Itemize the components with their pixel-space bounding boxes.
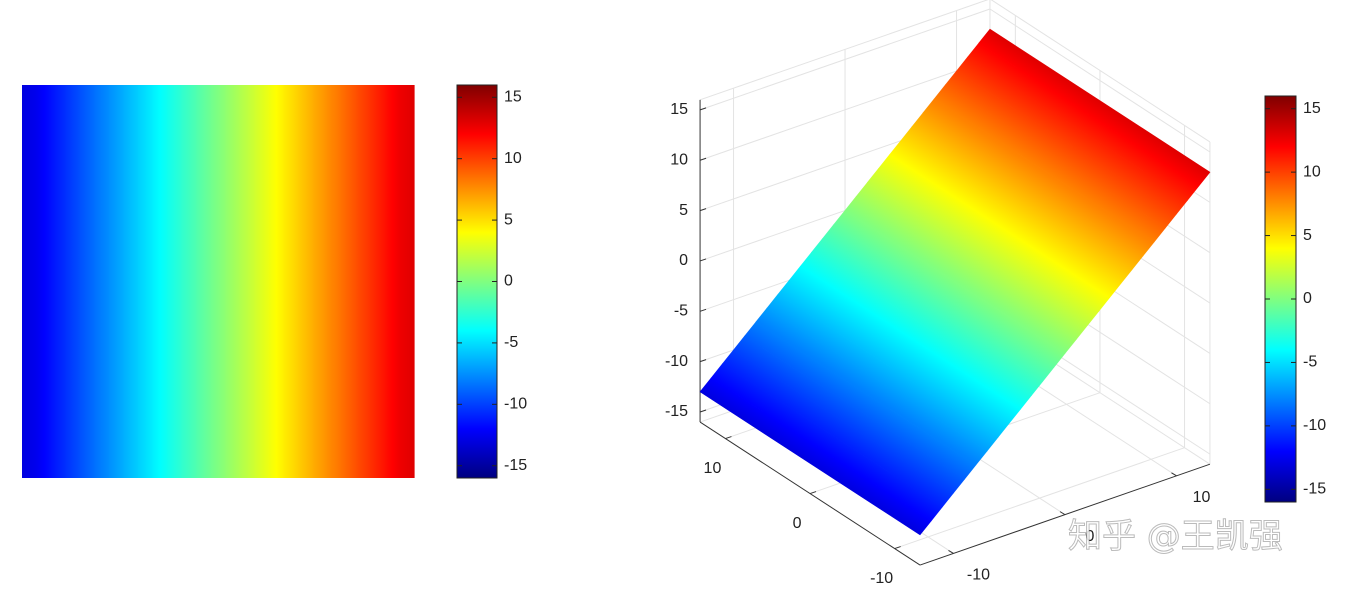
colorbar-tick-label: -15 (504, 457, 527, 474)
colorbar-tick-label: 5 (1303, 227, 1312, 244)
x-tick (1059, 511, 1066, 516)
heatmap-cell (181, 85, 197, 478)
z-tick-label: 0 (679, 252, 688, 269)
grid-line (699, 8, 991, 111)
heatmap-cell (152, 85, 168, 478)
colorbar-tick-label: 10 (504, 150, 522, 167)
grid-line (894, 447, 1185, 550)
colorbar-tick-label: -10 (1303, 417, 1326, 434)
grid-line (989, 8, 1211, 153)
colorbar-tick-label: -5 (504, 334, 518, 351)
box-edge (990, 0, 1211, 143)
x-tick-label: -10 (967, 567, 990, 584)
heatmap-cell (355, 85, 372, 478)
z-tick (699, 258, 707, 262)
colorbar-tick-label: 15 (504, 89, 522, 106)
colorbar-tick-label: 0 (504, 273, 513, 290)
heatmap-cell (80, 85, 96, 478)
heatmap-cell (239, 85, 255, 478)
z-tick (699, 359, 707, 363)
heatmap-cell (65, 85, 81, 478)
heatmap-cell (312, 85, 328, 478)
y-tick-label: 10 (704, 460, 722, 477)
heatmap-cell (36, 85, 52, 478)
z-tick-label: -5 (674, 303, 688, 320)
heatmap-cell (210, 85, 226, 478)
heatmap-cell (341, 85, 357, 478)
heatmap-cell (94, 85, 110, 478)
watermark: 知乎 @王凯强 (1068, 517, 1283, 557)
heatmap-cell (384, 85, 401, 478)
heatmap-cell (22, 85, 38, 478)
heatmap-cell (196, 85, 212, 478)
colorbar-tick-label: 0 (1303, 290, 1312, 307)
box-edge (699, 0, 989, 101)
heatmap-cell (167, 85, 183, 478)
colorbar-tick-label: -15 (1303, 481, 1326, 498)
z-tick-label: 5 (679, 202, 688, 219)
colorbar-tick-label: 5 (504, 211, 513, 228)
heatmap-cell (399, 85, 415, 478)
heatmap-cell (268, 85, 284, 478)
z-tick-label: -15 (665, 403, 688, 420)
z-tick-label: 10 (670, 151, 688, 168)
z-tick (699, 208, 707, 212)
heatmap-cell (370, 85, 386, 478)
heatmap-cell (109, 85, 125, 478)
x-tick-label: 0 (1086, 528, 1095, 545)
heatmap-cell (297, 85, 313, 478)
colorbar (456, 84, 498, 479)
heatmap-cell (51, 85, 67, 478)
y-tick (894, 546, 901, 550)
heatmap-cell (254, 85, 270, 478)
colorbar-tick-label: 10 (1303, 163, 1321, 180)
z-tick (699, 308, 707, 312)
z-tick (699, 157, 707, 161)
heatmap-cell (138, 85, 154, 478)
y-tick-label: 0 (793, 515, 802, 532)
z-tick-label: -10 (665, 353, 688, 370)
heatmap-cell (283, 85, 299, 478)
y-tick (725, 436, 732, 440)
colorbar-tick-label: 15 (1303, 100, 1321, 117)
surface-strip (978, 28, 1211, 187)
colorbar-tick-label: -10 (504, 396, 527, 413)
x-tick (948, 549, 954, 554)
heatmap-cell (326, 85, 343, 478)
z-tick-label: 15 (670, 101, 688, 118)
y-tick-label: -10 (870, 570, 893, 587)
heatmap-cell (123, 85, 139, 478)
x-tick (1171, 472, 1177, 477)
grid-line (699, 58, 991, 161)
z-tick (699, 409, 707, 413)
x-tick-label: 10 (1193, 489, 1211, 506)
colorbar-tick-label: -5 (1303, 354, 1317, 371)
z-tick (699, 107, 707, 111)
y-tick (809, 491, 817, 495)
heatmap-cell (225, 85, 241, 478)
